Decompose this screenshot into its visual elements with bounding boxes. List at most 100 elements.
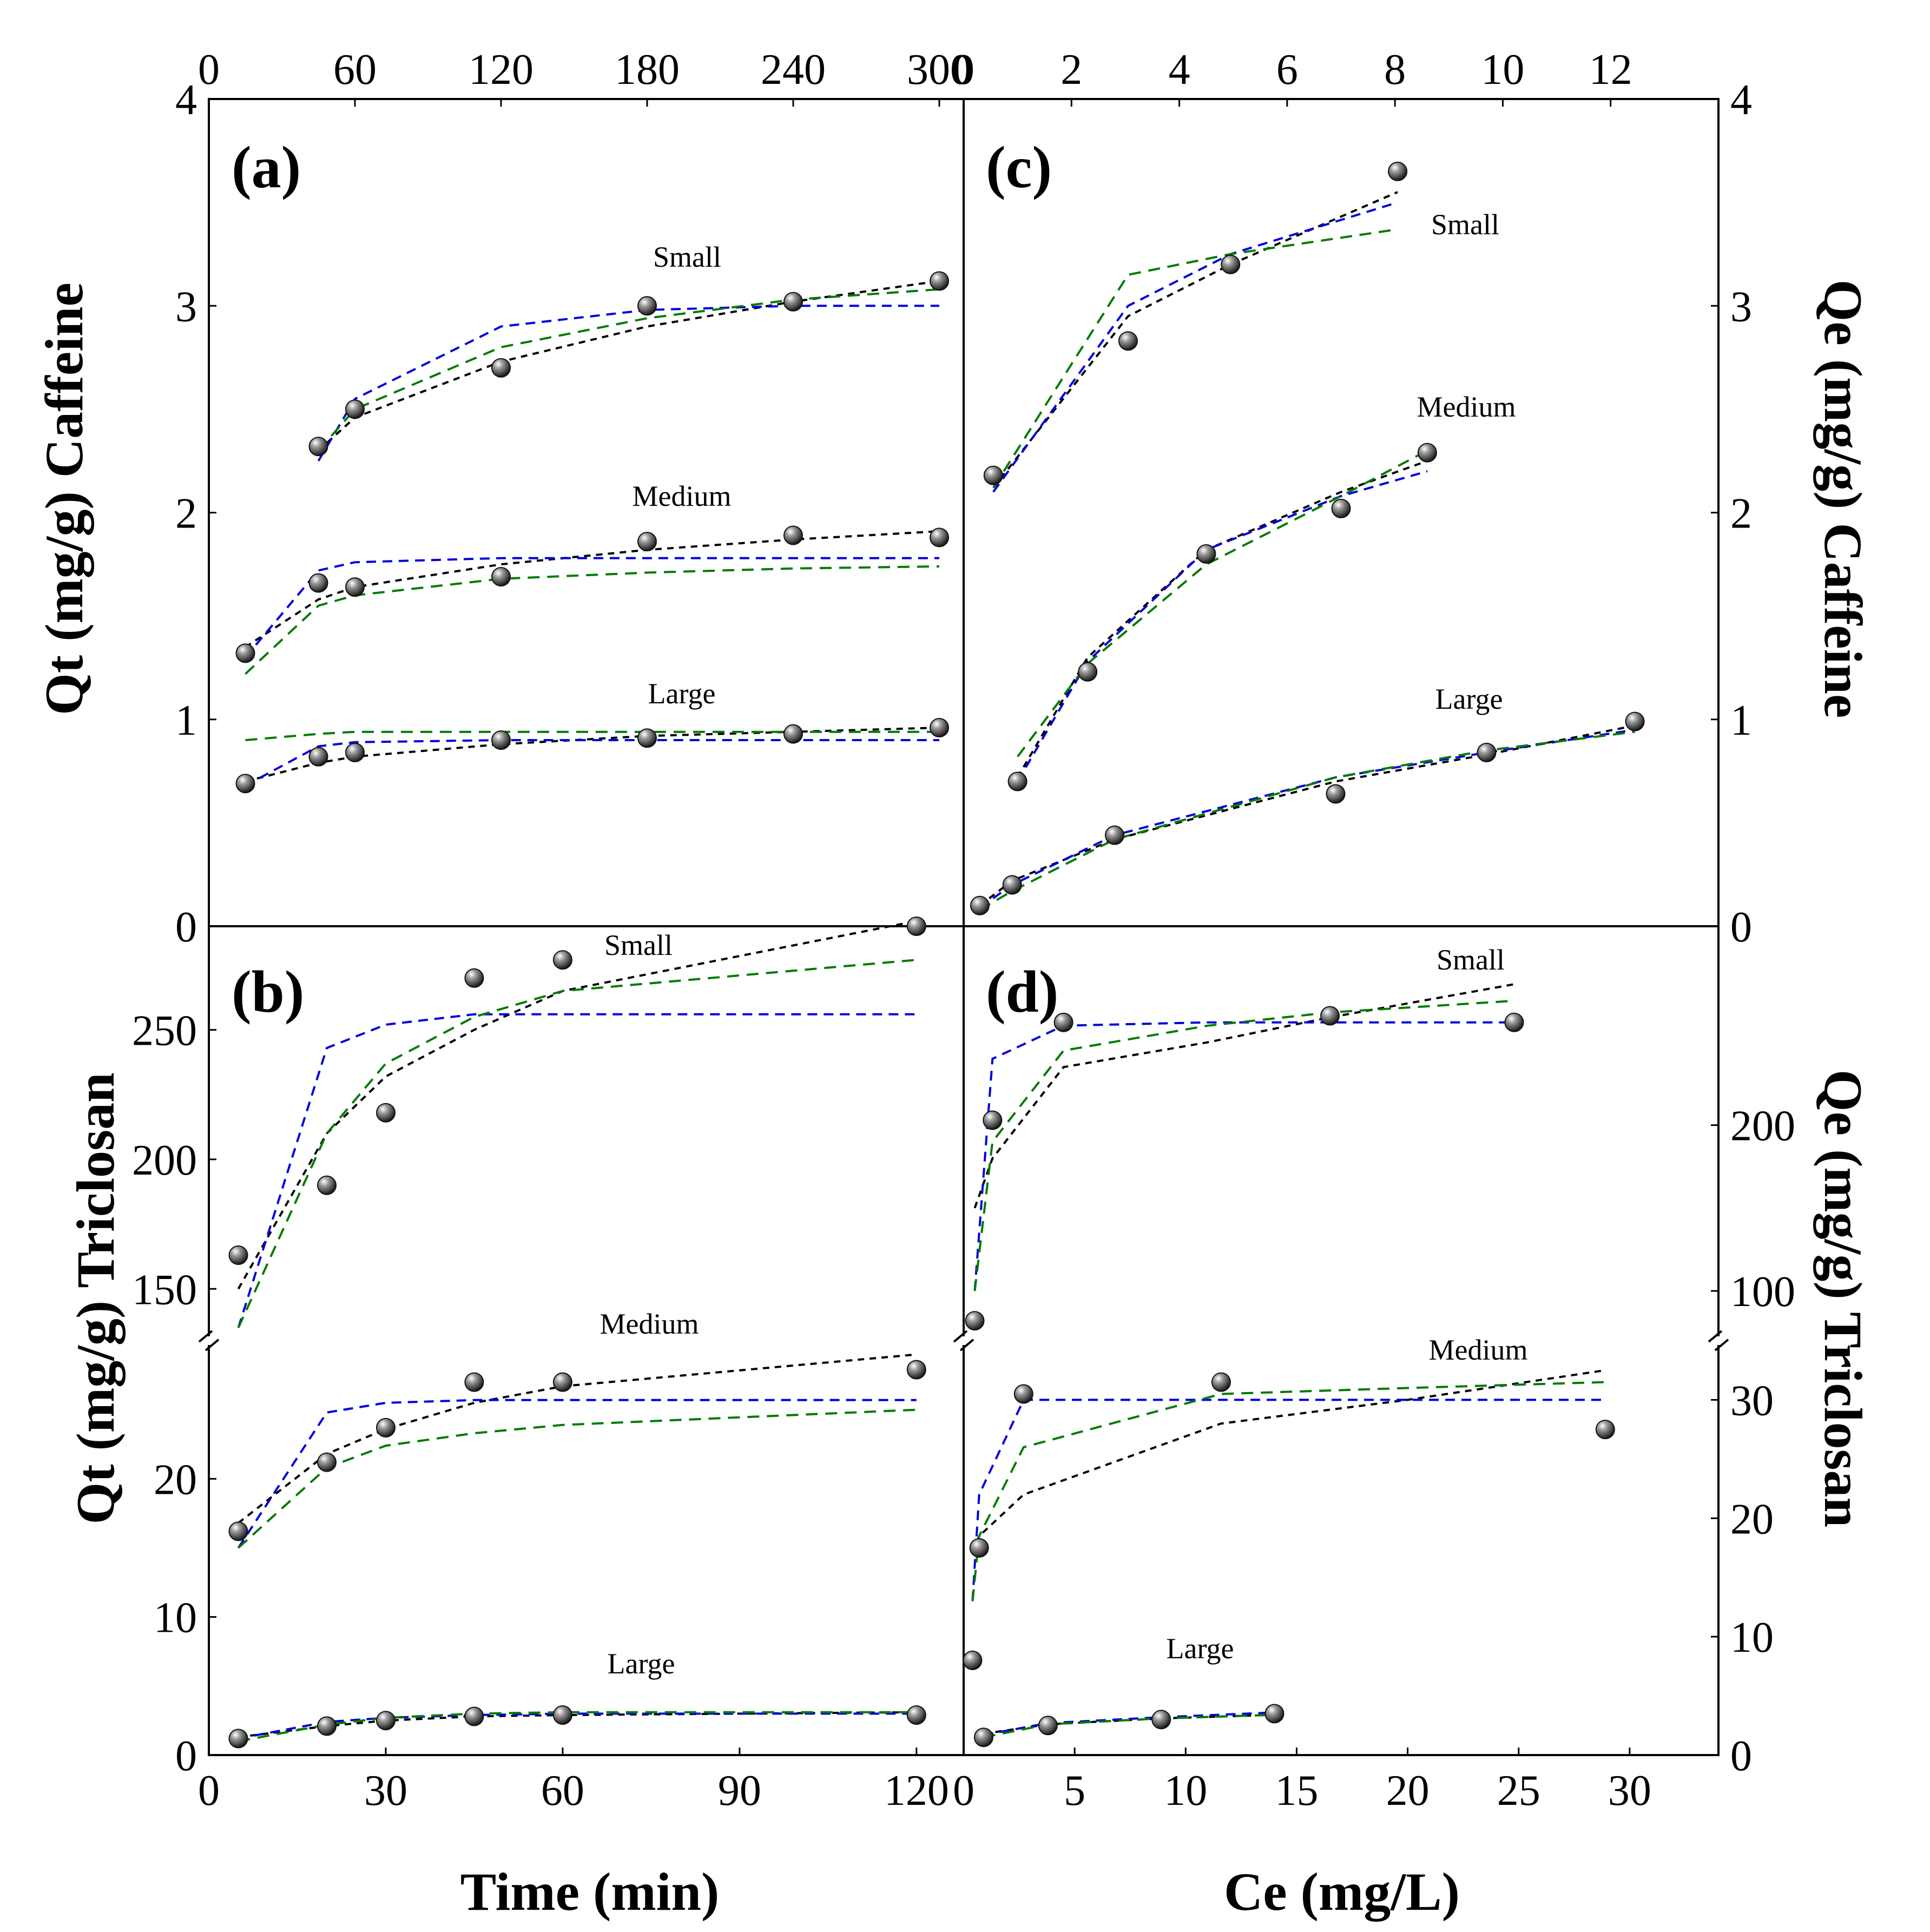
y-tick-label: 3 [175,283,197,331]
data-point-medium [1331,498,1351,518]
data-point-medium [308,573,328,593]
panel-label-d: (d) [986,959,1058,1025]
data-point-small [491,358,511,378]
panel-label-b: (b) [232,959,304,1025]
data-point-medium [1078,662,1098,682]
fit-line-green-medium [971,1381,1605,1601]
series-labels: Small Medium Large Small Medium Large Small Med… [600,208,1528,1680]
fit-line-blue-medium [237,1399,917,1549]
data-point-medium [1211,1372,1231,1392]
fit-line-green-large [983,1713,1275,1739]
data-point-large [317,1716,337,1736]
data-point-large [1151,1710,1171,1730]
data-point-medium [906,1360,926,1380]
series-label-medium: Medium [633,480,732,512]
data-point-small [906,916,926,936]
data-point-small [464,968,484,988]
data-point-large [464,1706,484,1726]
axis-break-mark [953,1330,974,1351]
x-tick-label: 15 [1275,1767,1318,1815]
data-point-medium [1595,1420,1615,1440]
x-tick-label: 5 [1064,1767,1085,1815]
data-point-medium [228,1521,248,1541]
y-tick-label: 10 [1730,1614,1774,1661]
fit-line-black-large [238,1711,917,1738]
data-point-large [345,742,365,762]
data-point-small [1504,1012,1524,1032]
fit-line-black-small [992,191,1398,489]
fit-line-black-small [237,920,917,1290]
x-tick-label: 10 [1164,1767,1207,1815]
data-point-large [1002,875,1022,895]
y-tick-label: 250 [132,1007,197,1055]
x-tick-label: 20 [1386,1767,1430,1815]
data-point-small [1118,331,1138,351]
axis-break-mark [1708,1330,1729,1351]
data-point-medium [930,527,949,548]
y-axis-label-left-caffeine: Qt (mg/g) Caffeine [34,282,94,715]
data-point-medium [552,1372,572,1392]
data-point-large [1326,784,1346,804]
data-point-medium [1013,1384,1033,1404]
series-label-small: Small [1437,944,1505,976]
fit-line-black-medium [245,530,940,648]
data-point-large [308,747,328,767]
data-point-large [1264,1704,1285,1724]
x-tick-label: 25 [1497,1767,1540,1815]
x-tick-label: 0 [953,1767,974,1815]
x-axis-label-time: Time (min) [460,1862,720,1922]
fit-line-blue-small [992,201,1398,493]
data-point-medium [491,567,511,586]
data-point-medium [969,1538,989,1558]
data-point-large [1625,711,1645,731]
y-tick-label: 4 [1730,76,1752,124]
fit-line-green-medium [1017,450,1428,757]
x-tick-label: 2 [1060,46,1082,94]
x-tick-label: 180 [615,46,680,94]
data-point-small [783,292,803,312]
fit-line-blue-small [317,305,939,461]
data-point-large [906,1705,926,1725]
series-label-small: Small [653,241,721,273]
fit-line-green-large [238,1711,917,1743]
fit-line-black-medium [1016,460,1428,778]
fit-line-black-medium [238,1353,917,1524]
fit-line-blue-large [983,1711,1275,1736]
y-tick-label: 1 [1730,697,1752,744]
fit-line-blue-medium [971,1399,1605,1601]
data-point-small [1221,254,1241,274]
data-point-medium [1417,443,1437,463]
data-point-small [930,271,949,291]
x-tick-label: 120 [884,1767,949,1815]
y-tick-label: 200 [1730,1103,1795,1150]
data-point-small [637,296,657,316]
data-point-large [970,895,990,915]
fit-line-green-small [973,999,1514,1291]
fit-line-green-large [979,730,1635,911]
data-point-small [1053,1012,1073,1032]
data-point-small [965,1311,985,1331]
data-point-small [317,1175,337,1195]
x-tick-label: 240 [761,46,826,94]
x-tick-label: 90 [718,1767,761,1815]
series-label-small: Small [604,929,673,961]
data-point-large [930,718,949,737]
series-label-large: Large [608,1647,675,1680]
data-point-small [1388,161,1408,181]
data-point-small [228,1245,248,1265]
x-tick-label: 6 [1276,46,1298,94]
data-point-medium [1007,772,1027,792]
y-tick-label: 10 [154,1594,197,1642]
data-point-large [228,1729,248,1749]
data-point-small [983,465,1003,485]
x-tick-label: 30 [364,1767,407,1815]
y-tick-label: 20 [1730,1495,1774,1543]
y-tick-label: 0 [1730,904,1752,951]
data-point-large [1105,825,1124,845]
y-tick-label: 2 [175,490,197,538]
data-point-small [983,1110,1003,1130]
data-points [228,161,1645,1749]
y-axis-label-right-caffeine: Qe (mg/g) Caffeine [1813,280,1873,718]
